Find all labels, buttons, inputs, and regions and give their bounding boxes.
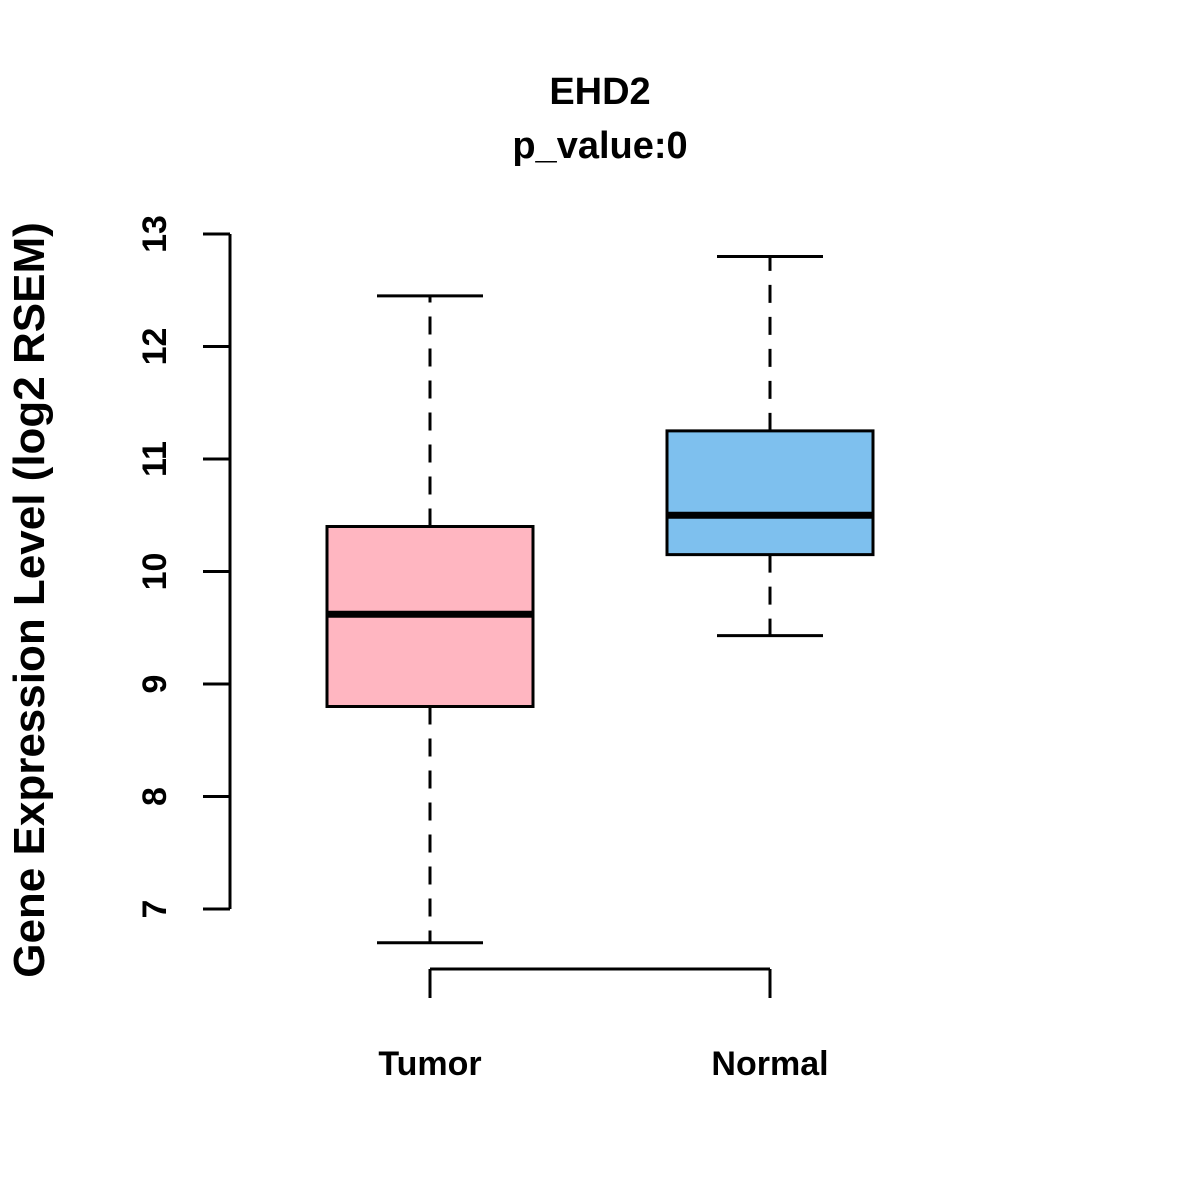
box-normal: [665, 429, 875, 557]
y-tick-label: 13: [136, 215, 174, 253]
y-tick-label: 11: [136, 441, 174, 477]
chart-subtitle: p_value:0: [512, 125, 687, 167]
y-tick-label: 12: [136, 328, 174, 366]
x-axis-label-tumor: Tumor: [378, 1045, 481, 1083]
y-tick-label: 8: [136, 787, 174, 806]
y-axis-title: Gene Expression Level (log2 RSEM): [5, 222, 54, 978]
chart-title: EHD2: [549, 71, 650, 113]
y-tick-label: 9: [136, 675, 174, 694]
x-axis-label-normal: Normal: [711, 1045, 828, 1083]
y-tick-label: 7: [136, 900, 174, 919]
y-tick-label: 10: [136, 553, 174, 591]
